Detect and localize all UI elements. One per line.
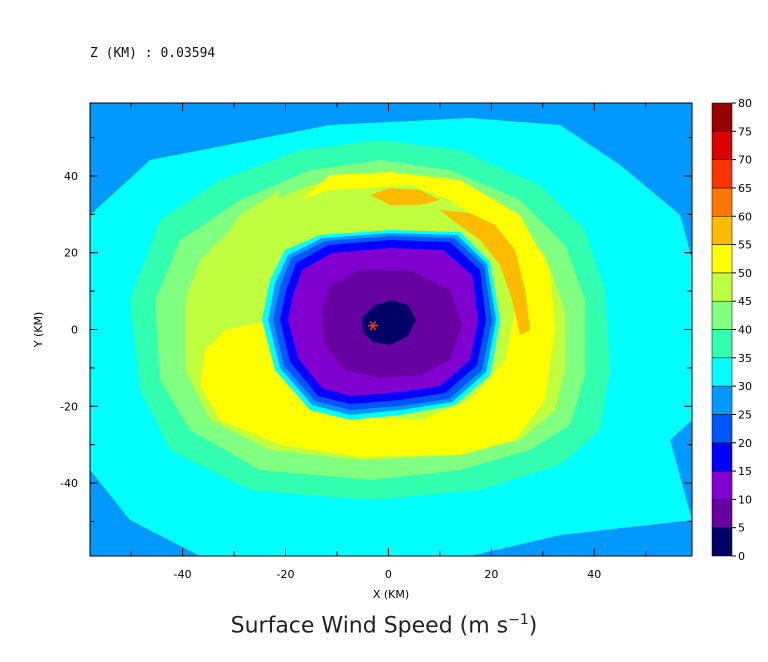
center-marker (367, 320, 378, 331)
title-end: ) (528, 613, 538, 639)
y-tick-label: 40 (64, 170, 78, 183)
colorbar-swatch (711, 131, 733, 160)
colorbar-label: 60 (738, 210, 752, 223)
colorbar-label: 50 (738, 267, 752, 280)
colorbar-swatch (711, 216, 733, 245)
colorbar-label: 20 (738, 437, 752, 450)
colorbar-swatch (711, 300, 733, 330)
colorbar-swatch (711, 187, 733, 217)
colorbar-swatch (711, 385, 733, 415)
contour-band-50 (200, 172, 555, 457)
colorbar-label: 5 (738, 522, 745, 535)
colorbar-swatch (711, 244, 733, 274)
contour-band-55-upper (370, 188, 440, 205)
colorbar-swatch (711, 329, 733, 359)
y-tick-label: -20 (60, 400, 78, 413)
chart-title: Surface Wind Speed (m s−1) (0, 612, 768, 638)
colorbar-label: 65 (738, 182, 752, 195)
y-tick-label: 0 (71, 324, 78, 337)
colorbar-label: 40 (738, 324, 752, 337)
level-label: Z (KM) : 0.03594 (90, 46, 216, 61)
colorbar-label: 35 (738, 352, 752, 365)
x-tick-label: 40 (587, 568, 601, 581)
colorbar-swatch (711, 499, 733, 528)
x-tick-label: -40 (174, 568, 192, 581)
x-tick-label: 20 (484, 568, 498, 581)
contour-island-left (215, 190, 280, 275)
x-tick-label: 0 (385, 568, 392, 581)
colorbar-swatch (711, 442, 733, 472)
colorbar-swatch (711, 414, 733, 443)
y-tick-label: 20 (64, 247, 78, 260)
colorbar-label: 45 (738, 295, 752, 308)
y-axis-label: Y (KM) (32, 312, 45, 349)
colorbar-label: 10 (738, 493, 752, 506)
colorbar-swatch (711, 357, 733, 387)
title-exponent: −1 (508, 612, 529, 628)
colorbar-label: 70 (738, 154, 752, 167)
y-tick-label: -40 (60, 477, 78, 490)
colorbar-swatch (711, 272, 733, 302)
title-main: Surface Wind Speed (m s (230, 613, 509, 639)
colorbar-swatch (711, 102, 733, 132)
colorbar-swatch (711, 527, 733, 557)
colorbar-swatch (711, 470, 733, 500)
colorbar-label: 55 (738, 239, 752, 252)
colorbar-swatch (711, 159, 733, 189)
colorbar-label: 75 (738, 125, 752, 138)
colorbar-label: 25 (738, 408, 752, 421)
x-axis-label: X (KM) (373, 588, 409, 601)
colorbar-label: 30 (738, 380, 752, 393)
contour-band-0 (362, 300, 416, 345)
x-tick-label: -20 (277, 568, 295, 581)
colorbar-label: 15 (738, 465, 752, 478)
colorbar-label: 80 (738, 97, 752, 110)
colorbar-label: 0 (738, 550, 745, 563)
contour-band-55-arc (440, 210, 530, 335)
contour-fills (90, 103, 692, 556)
